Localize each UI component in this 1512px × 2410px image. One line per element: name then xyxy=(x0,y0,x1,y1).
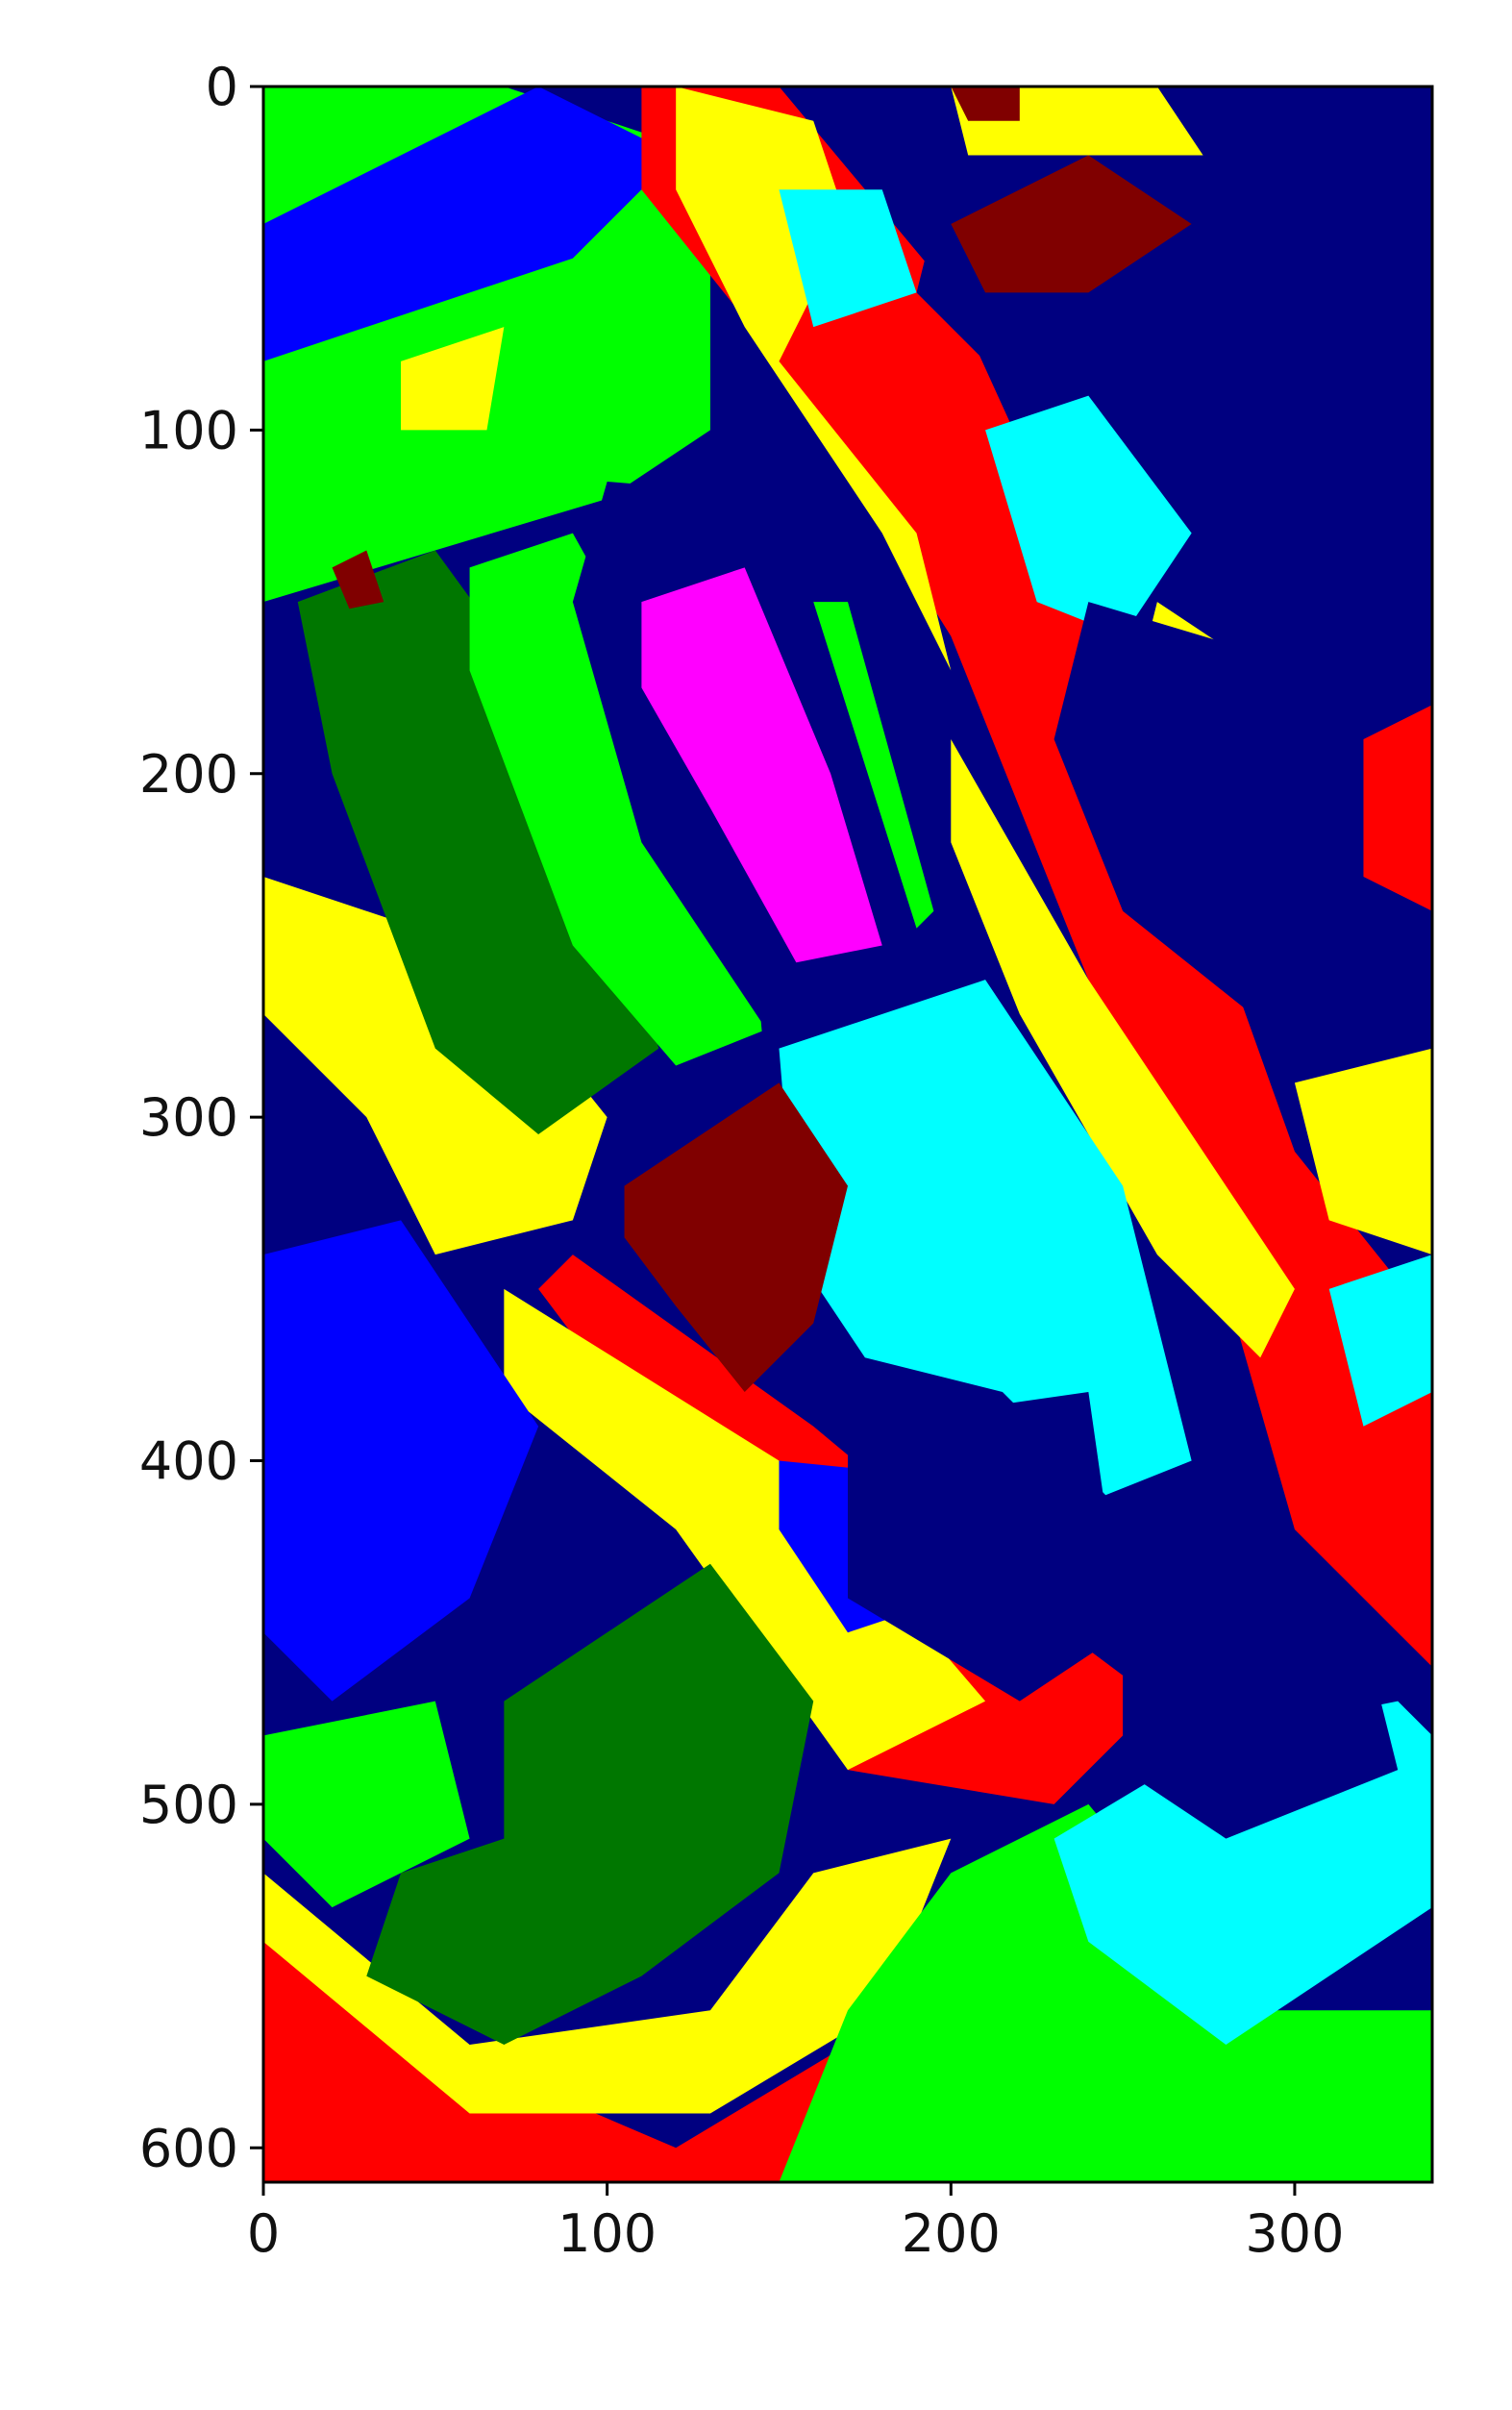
region-navy xyxy=(1053,602,1432,1049)
y-tick-label: 500 xyxy=(139,1775,238,1835)
region-dark-green xyxy=(366,1563,814,2046)
region-cyan xyxy=(985,395,1192,636)
x-tick-label: 300 xyxy=(1245,2203,1344,2264)
y-tick-label: 400 xyxy=(139,1431,238,1492)
region-yellow xyxy=(676,87,952,671)
y-tick-label: 300 xyxy=(139,1087,238,1148)
region-maroon xyxy=(951,87,1020,121)
region-navy xyxy=(1123,1632,1399,1839)
y-tick-label: 200 xyxy=(139,744,238,805)
region-red xyxy=(1363,705,1432,911)
region-blue xyxy=(263,87,677,361)
region-maroon xyxy=(332,550,384,609)
plot-frame xyxy=(261,85,1434,2184)
region-yellow xyxy=(504,1288,986,1771)
region-yellow xyxy=(1294,1048,1432,1255)
region-blue xyxy=(263,1220,539,1702)
x-axis: 0 100 200 300 xyxy=(247,2182,1344,2264)
region-cyan xyxy=(779,980,1192,1496)
y-axis: 0 100 200 300 400 500 600 xyxy=(139,57,263,2178)
y-tick-label: 0 xyxy=(206,57,238,117)
region-green xyxy=(263,1701,470,1908)
region-cyan xyxy=(779,189,917,328)
region-cyan xyxy=(1328,1255,1432,1427)
region-yellow xyxy=(401,327,505,431)
region-yellow xyxy=(263,1838,952,2114)
region-maroon xyxy=(624,1082,848,1393)
region-yellow xyxy=(263,876,607,1255)
region-yellow xyxy=(951,739,1295,1358)
region-dark-green xyxy=(297,550,659,1134)
class-regions xyxy=(263,87,1432,2182)
x-tick-label: 100 xyxy=(558,2203,657,2264)
region-navy xyxy=(848,1392,1124,1702)
x-tick-label: 0 xyxy=(247,2203,280,2264)
y-tick-label: 100 xyxy=(139,400,238,460)
plot-area xyxy=(263,87,1432,2182)
region-red xyxy=(263,1873,848,2182)
region-magenta xyxy=(641,567,882,963)
region-green xyxy=(813,602,934,929)
x-tick-label: 200 xyxy=(902,2203,1001,2264)
region-green xyxy=(469,533,762,1066)
region-green xyxy=(779,1803,1432,2182)
region-maroon xyxy=(951,155,1192,293)
y-tick-label: 600 xyxy=(139,2118,238,2178)
